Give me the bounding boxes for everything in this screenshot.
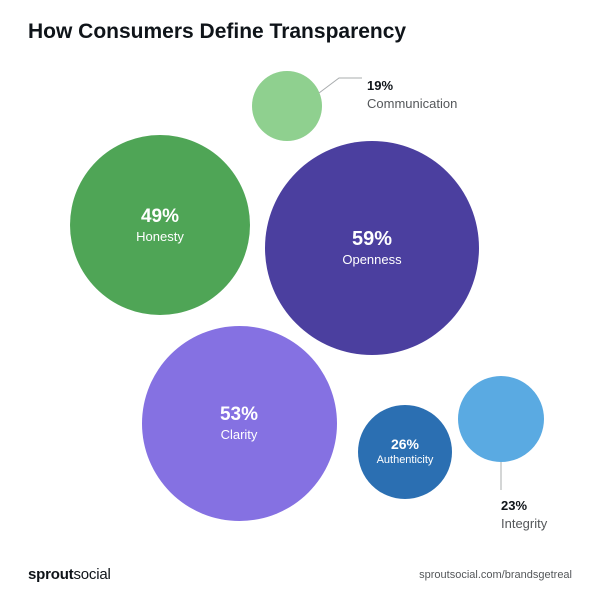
leader-lines	[0, 0, 600, 599]
footer-brand-bold: sprout	[28, 566, 73, 583]
footer-brand-rest: social	[73, 566, 110, 583]
chart-container: How Consumers Define Transparency 59%Ope…	[0, 0, 600, 599]
footer-url: sproutsocial.com/brandsgetreal	[419, 569, 572, 581]
footer-brand: sproutsocial	[28, 566, 111, 583]
leader-communication	[319, 78, 362, 93]
